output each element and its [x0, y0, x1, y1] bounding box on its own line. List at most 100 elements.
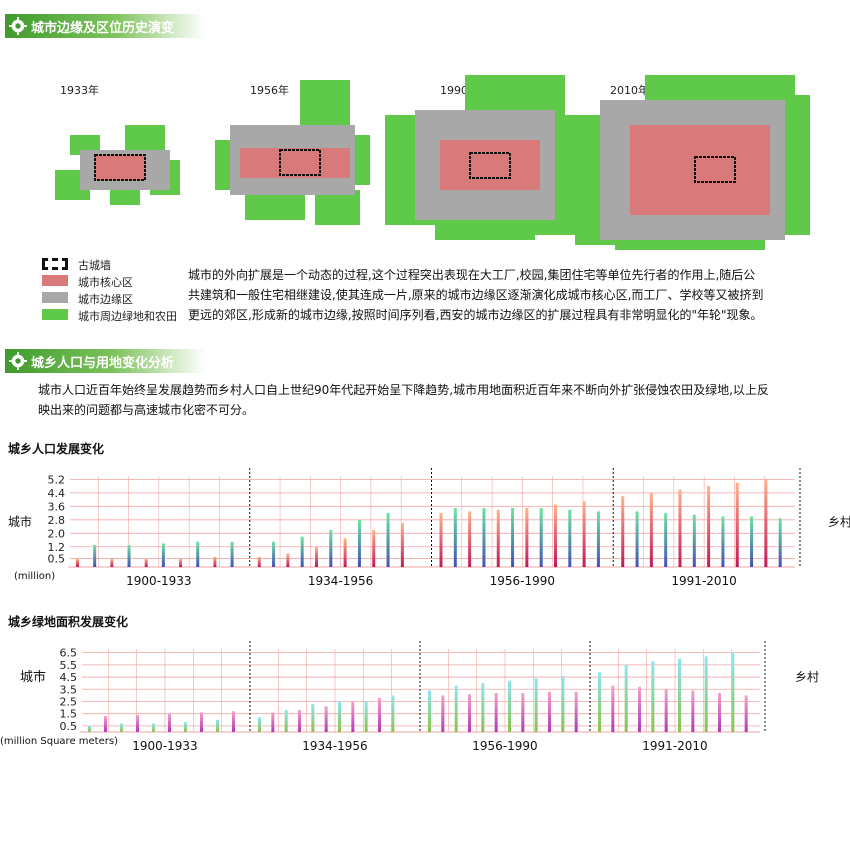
bar-rural: [611, 685, 615, 732]
bar-urban: [651, 661, 655, 732]
bar-urban: [454, 685, 458, 732]
bar-urban: [343, 538, 347, 567]
urban-axis-label: 城市: [8, 514, 32, 529]
unit-label: (million Square meters): [0, 736, 118, 747]
bar-rural: [441, 695, 445, 732]
gear-icon: [9, 352, 27, 370]
section-header-history: 城市边缘及区位历史演变: [5, 14, 205, 38]
bar-urban: [764, 479, 768, 567]
x-group-label: 1991-2010: [671, 574, 736, 588]
bar-rural: [136, 714, 139, 732]
bar-urban: [731, 652, 735, 732]
map-year-label: 1933年: [60, 84, 99, 97]
map-1933: [55, 125, 180, 205]
bar-rural: [232, 711, 235, 732]
bar-urban: [704, 656, 708, 732]
bar-urban: [144, 558, 148, 567]
x-group-label: 1934-1956: [302, 739, 367, 753]
bar-urban: [152, 723, 155, 732]
x-group-label: 1934-1956: [308, 574, 373, 588]
bar-rural: [539, 508, 543, 567]
y-tick-label: 3.5: [60, 683, 78, 696]
bar-rural: [664, 689, 668, 732]
x-group-label: 1991-2010: [642, 739, 707, 753]
bar-urban: [707, 486, 711, 567]
x-group-label: 1900-1933: [132, 739, 197, 753]
bar-rural: [494, 692, 498, 732]
y-tick-label: 0.5: [48, 553, 66, 566]
bar-urban: [481, 683, 485, 732]
edge-swatch: [42, 292, 68, 303]
y-tick-label: 3.6: [48, 500, 66, 513]
y-tick-label: 5.2: [48, 473, 66, 486]
legend-label: 城市周边绿地和农田: [78, 310, 177, 323]
rural-axis-label: 乡村: [795, 670, 819, 684]
bar-urban: [257, 556, 261, 567]
bar-rural: [168, 713, 171, 732]
bar-urban: [284, 710, 288, 732]
bar-rural: [468, 694, 471, 732]
bar-rural: [300, 536, 304, 567]
bar-rural: [453, 508, 457, 567]
paragraph-population: 城市人口近百年始终呈发展趋势而乡村人口自上世纪90年代起开始呈下降趋势,城市用地…: [38, 380, 838, 420]
map-2010: [575, 75, 810, 250]
bar-urban: [582, 501, 586, 567]
bar-rural: [664, 513, 668, 567]
bar-rural: [721, 516, 725, 567]
bar-rural: [778, 518, 782, 567]
map-1956: [215, 80, 370, 225]
paragraph-line: 城市人口近百年始终呈发展趋势而乡村人口自上世纪90年代起开始呈下降趋势,城市用地…: [38, 383, 769, 397]
bar-rural: [351, 701, 355, 732]
bar-urban: [338, 701, 341, 732]
bar-rural: [596, 511, 600, 567]
bar-rural: [482, 508, 486, 567]
bar-urban: [184, 722, 187, 732]
bar-rural: [638, 686, 641, 732]
bar-urban: [735, 482, 739, 567]
chart-title-population: 城乡人口发展变化: [8, 442, 105, 456]
bar-urban: [621, 496, 625, 567]
bar-urban: [315, 546, 318, 567]
legend-label: 城市边缘区: [78, 293, 133, 306]
map-year-label: 1956年: [250, 84, 289, 97]
bar-rural: [378, 697, 381, 732]
bar-urban: [400, 523, 404, 567]
bar-urban: [598, 672, 601, 732]
bar-rural: [196, 541, 200, 567]
bar-rural: [357, 519, 361, 567]
bar-rural: [511, 508, 515, 567]
bar-urban: [258, 717, 261, 732]
y-tick-label: 5.5: [60, 659, 78, 672]
bar-rural: [127, 545, 131, 567]
bar-urban: [76, 558, 79, 567]
rural-axis-label: 乡村: [828, 515, 850, 529]
bar-rural: [568, 509, 572, 567]
paragraph-line: 共建筑和一般住宅相继建设,使其连成一片,原来的城市边缘区逐渐演化成城市核心区,而…: [188, 288, 764, 302]
bar-rural: [548, 691, 551, 732]
x-group-label: 1900-1933: [126, 574, 191, 588]
y-tick-label: 0.5: [60, 720, 78, 733]
bar-urban: [624, 664, 628, 732]
bar-rural: [230, 541, 234, 567]
bar-urban: [213, 556, 217, 567]
bar-rural: [744, 695, 748, 732]
section-title: 城市边缘及区位历史演变: [31, 21, 175, 36]
paragraph-line: 映出来的问题都与高速城市化密不可分。: [38, 403, 255, 417]
bar-urban: [216, 719, 219, 732]
bar-rural: [200, 712, 203, 732]
y-tick-label: 4.4: [48, 487, 66, 500]
bar-rural: [104, 716, 107, 732]
green-swatch: [42, 309, 68, 320]
bar-rural: [272, 541, 276, 567]
x-group-label: 1956-1990: [490, 574, 555, 588]
x-group-label: 1956-1990: [472, 739, 537, 753]
bar-urban: [649, 492, 653, 567]
y-tick-label: 1.2: [48, 541, 66, 554]
y-tick-label: 2.0: [48, 527, 66, 540]
bar-urban: [391, 695, 395, 732]
gear-icon: [9, 17, 27, 35]
bar-rural: [692, 514, 696, 567]
bar-urban: [110, 558, 114, 567]
y-tick-label: 2.8: [48, 514, 66, 527]
bar-urban: [120, 723, 123, 732]
